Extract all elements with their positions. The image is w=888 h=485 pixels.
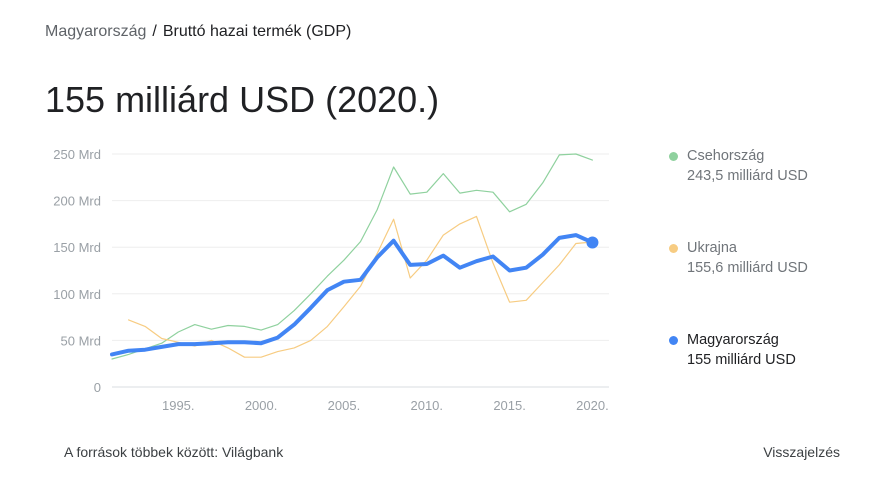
breadcrumb-country-link[interactable]: Magyarország <box>45 23 147 40</box>
breadcrumb: Magyarország / Bruttó hazai termék (GDP) <box>45 21 351 43</box>
legend-name-czechia: Csehország <box>687 148 765 164</box>
x-tick-label: 1995. <box>162 398 195 413</box>
source-note: A források többek között: Világbank <box>64 444 284 460</box>
y-tick-label: 100 Mrd <box>53 287 101 302</box>
legend-name-ukraine: Ukrajna <box>687 240 737 256</box>
x-tick-label: 2010. <box>410 398 443 413</box>
headline-value: 155 milliárd USD (2020.) <box>45 79 440 120</box>
legend-dot-hungary <box>669 336 678 345</box>
series-line-ukraine <box>128 215 593 358</box>
breadcrumb-separator: / <box>152 23 157 40</box>
x-tick-label: 2000. <box>245 398 278 413</box>
y-tick-label: 150 Mrd <box>53 240 101 255</box>
y-tick-label: 200 Mrd <box>53 194 101 209</box>
legend-name-hungary: Magyarország <box>687 332 779 348</box>
x-tick-label: 2015. <box>493 398 526 413</box>
y-tick-label: 0 <box>94 380 101 395</box>
series-line-czechia <box>111 153 593 360</box>
x-tick-label: 2020. <box>576 398 609 413</box>
legend-value-hungary: 155 milliárd USD <box>687 352 796 368</box>
legend-value-czechia: 243,5 milliárd USD <box>687 168 808 184</box>
y-tick-label: 250 Mrd <box>53 147 101 162</box>
breadcrumb-current: Bruttó hazai termék (GDP) <box>162 23 352 40</box>
legend-dot-czechia <box>669 152 678 161</box>
data-point-hungary-latest <box>586 236 599 249</box>
feedback-link[interactable]: Visszajelzés <box>763 444 840 460</box>
legend-value-ukraine: 155,6 milliárd USD <box>687 260 808 276</box>
legend-dot-ukraine <box>669 244 678 253</box>
y-tick-label: 50 Mrd <box>61 333 101 348</box>
series-line-hungary <box>110 233 595 357</box>
x-tick-label: 2005. <box>328 398 361 413</box>
